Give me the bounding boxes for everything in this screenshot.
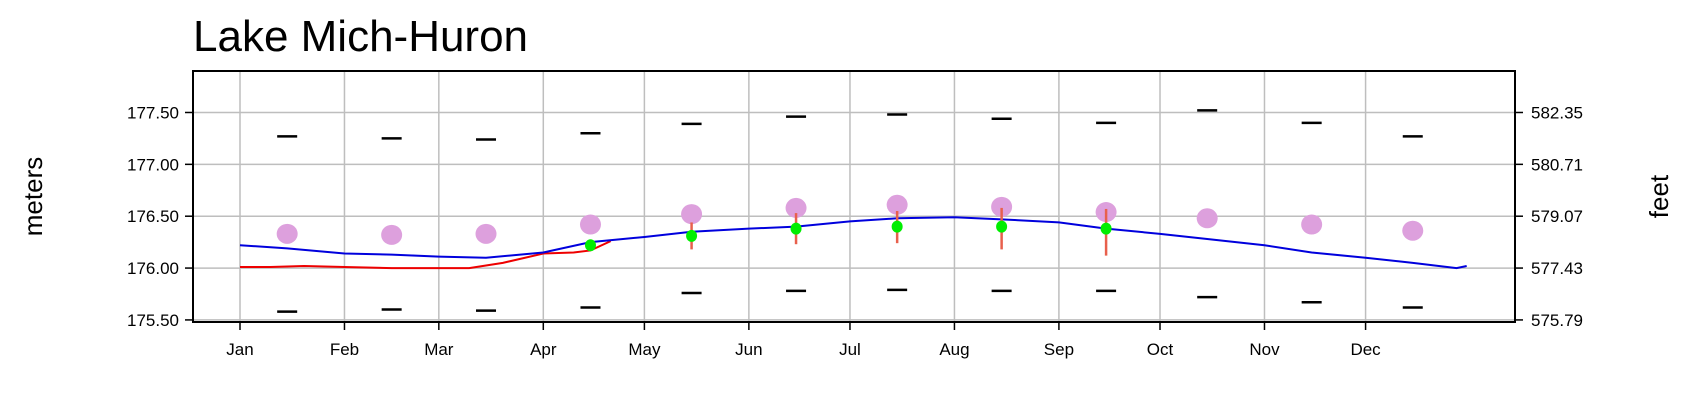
x-tick-label: Mar [424, 340, 454, 359]
x-tick-label: Jul [839, 340, 861, 359]
x-tick-label: Dec [1350, 340, 1381, 359]
average-point [1196, 208, 1218, 229]
y-tick-label: 176.50 [127, 207, 179, 226]
y-tick-label: 177.00 [127, 155, 179, 174]
average-point [1301, 214, 1323, 235]
chart-title: Lake Mich-Huron [193, 12, 529, 61]
average-point [886, 194, 908, 215]
average-point [579, 214, 601, 235]
average-point [381, 224, 403, 245]
forecast-point [584, 239, 596, 252]
forecast-point [891, 220, 903, 233]
plot-frame [192, 70, 1516, 323]
x-tick-label: Oct [1147, 340, 1174, 359]
current-level-line [239, 216, 1467, 270]
x-tick-label: Jan [226, 340, 253, 359]
average-point [475, 223, 497, 244]
y2-tick-label: 575.79 [1531, 311, 1583, 330]
x-tick-label: Nov [1249, 340, 1280, 359]
x-tick-label: Sep [1044, 340, 1074, 359]
previous-level-line [240, 240, 612, 270]
x-tick-label: Feb [330, 340, 359, 359]
y2-tick-label: 577.43 [1531, 259, 1583, 278]
x-tick-label: Apr [530, 340, 557, 359]
average-point [785, 197, 807, 218]
x-tick-label: May [628, 340, 661, 359]
y2-tick-label: 580.71 [1531, 155, 1583, 174]
y2-tick-label: 582.35 [1531, 103, 1583, 122]
y-tick-label: 175.50 [127, 311, 179, 330]
x-tick-label: Jun [735, 340, 762, 359]
forecast-point [686, 229, 698, 242]
forecast-point [996, 220, 1008, 233]
y-tick-label: 176.00 [127, 259, 179, 278]
average-point [991, 196, 1013, 217]
average-point [1402, 220, 1424, 241]
forecast-point [790, 222, 802, 235]
y2-tick-label: 579.07 [1531, 207, 1583, 226]
y2-axis-label: feet [1644, 174, 1674, 218]
y-tick-label: 177.50 [127, 103, 179, 122]
forecast-point [1100, 222, 1112, 235]
x-tick-label: Aug [939, 340, 969, 359]
y-axis-label: meters [18, 157, 48, 236]
average-point [681, 204, 703, 225]
average-point [276, 223, 298, 244]
